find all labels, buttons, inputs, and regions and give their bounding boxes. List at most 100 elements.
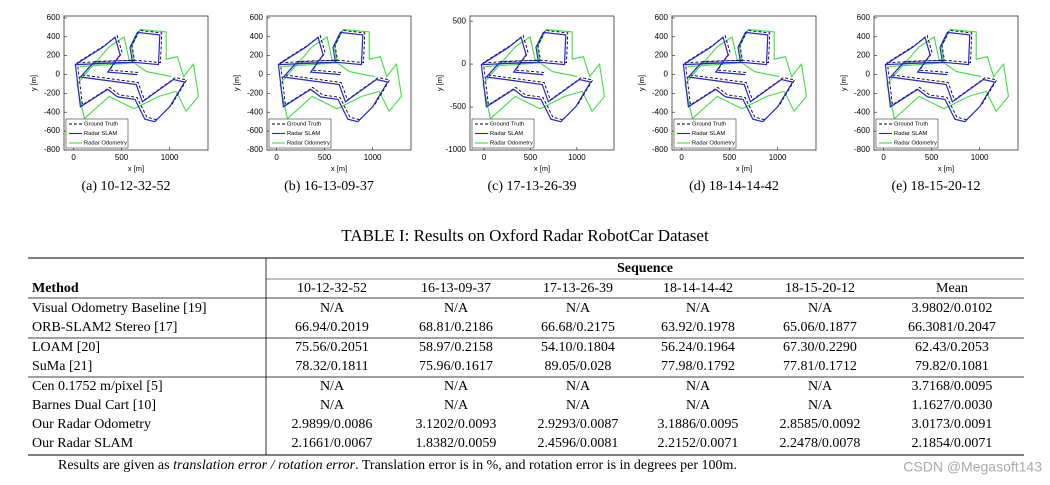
- y-tick-label: -400: [247, 107, 264, 116]
- y-tick-label: 400: [857, 32, 871, 41]
- y-tick-label: -200: [44, 88, 61, 97]
- footnote-italic: translation error / rotation error: [173, 458, 356, 473]
- table-cell: 3.9802/0.0102: [912, 301, 993, 316]
- table-cell: N/A: [686, 301, 711, 316]
- slam-path: [277, 31, 389, 123]
- legend-label: Radar SLAM: [84, 131, 117, 137]
- y-axis-label: y [m]: [637, 75, 646, 91]
- x-tick-label: 0: [274, 153, 279, 162]
- trajectory-plot: -800 -600 -400 -200 0 200 400 600 0 500 1000 x [m] y…: [839, 13, 1019, 194]
- figure-row: -800 -600 -400 -200 0 200 400 600 0 500 1000 x [m] y…: [29, 13, 1019, 194]
- table-cell: N/A: [808, 379, 833, 394]
- slam-path: [480, 31, 592, 123]
- ground-truth-path: [76, 29, 188, 121]
- table-cell: 67.30/0.2290: [783, 340, 857, 355]
- column-header: 10-12-32-52: [297, 281, 367, 296]
- table-cell: N/A: [566, 301, 591, 316]
- x-tick-label: 500: [723, 153, 737, 162]
- legend-label: Radar Odometry: [84, 141, 127, 147]
- table-cell: N/A: [320, 301, 345, 316]
- ground-truth-path: [279, 29, 391, 121]
- subfigure-caption: (b) 16-13-09-37: [284, 179, 374, 194]
- x-tick-label: 1000: [161, 153, 179, 162]
- table-cell: 2.2478/0.0078: [780, 436, 861, 451]
- table-cell: 77.81/0.1712: [783, 359, 857, 374]
- table-cell: 2.8585/0.0092: [780, 417, 861, 432]
- footnote-text: . Translation error is in %, and rotatio…: [355, 458, 737, 473]
- table-cell: 66.3081/0.2047: [908, 320, 996, 335]
- table-cell: 54.10/0.1804: [541, 340, 615, 355]
- column-header: Mean: [936, 281, 968, 296]
- group-header: Sequence: [617, 261, 673, 276]
- column-header: 18-15-20-12: [785, 281, 855, 296]
- y-axis-label: y [m]: [29, 75, 38, 91]
- table-cell: N/A: [320, 398, 345, 413]
- x-tick-label: 1000: [769, 153, 787, 162]
- table-cell: N/A: [320, 379, 345, 394]
- table-cell: 75.96/0.1617: [419, 359, 493, 374]
- y-tick-label: -600: [247, 126, 264, 135]
- row-label: Our Radar Odometry: [32, 417, 151, 432]
- table-cell: N/A: [686, 379, 711, 394]
- table-cell: 62.43/0.2053: [915, 340, 989, 355]
- ground-truth-path: [482, 29, 594, 121]
- y-tick-label: 600: [47, 13, 61, 22]
- x-tick-label: 0: [482, 153, 487, 162]
- y-tick-label: -800: [247, 145, 264, 154]
- row-label: SuMa [21]: [32, 359, 92, 374]
- x-axis-label: x [m]: [938, 164, 954, 173]
- y-tick-label: 600: [857, 13, 871, 22]
- y-tick-label: 400: [250, 32, 264, 41]
- y-tick-label: -800: [44, 145, 61, 154]
- y-tick-label: -800: [854, 145, 871, 154]
- table-cell: 1.8382/0.0059: [416, 436, 497, 451]
- legend-label: Radar SLAM: [894, 131, 927, 137]
- row-label: Cen 0.1752 m/pixel [5]: [32, 379, 163, 394]
- x-tick-label: 1000: [971, 153, 989, 162]
- legend-label: Radar Odometry: [490, 141, 533, 147]
- table-cell: 58.97/0.2158: [419, 340, 493, 355]
- column-header: 17-13-26-39: [543, 281, 613, 296]
- y-tick-label: 200: [250, 51, 264, 60]
- x-tick-label: 1000: [568, 153, 586, 162]
- y-tick-label: 0: [664, 70, 669, 79]
- slam-path: [884, 31, 996, 123]
- y-tick-label: -1000: [446, 145, 467, 154]
- y-tick-label: 600: [655, 13, 669, 22]
- table-caption: TABLE I: Results on Oxford Radar RobotCa…: [341, 226, 709, 245]
- row-label: Our Radar SLAM: [32, 436, 134, 451]
- x-tick-label: 1000: [364, 153, 382, 162]
- x-axis-label: x [m]: [736, 164, 752, 173]
- column-header: 16-13-09-37: [421, 281, 491, 296]
- legend-label: Ground Truth: [287, 122, 321, 128]
- y-axis-label: y [m]: [839, 75, 848, 91]
- table-cell: N/A: [686, 398, 711, 413]
- y-tick-label: 0: [259, 70, 264, 79]
- table-cell: 2.1854/0.0071: [912, 436, 993, 451]
- y-tick-label: 200: [47, 51, 61, 60]
- y-tick-label: -600: [652, 126, 669, 135]
- table-cell: 3.0173/0.0091: [912, 417, 993, 432]
- x-axis-label: x [m]: [534, 164, 550, 173]
- y-tick-label: 400: [655, 32, 669, 41]
- y-axis-label: y [m]: [435, 75, 444, 91]
- x-tick-label: 500: [115, 153, 129, 162]
- table-cell: 3.1886/0.0095: [658, 417, 739, 432]
- trajectory-plot: -1000 -500 0 500 0 500 1000 x [m] y [m] Ground Tr…: [435, 15, 615, 194]
- table-cell: 3.1202/0.0093: [416, 417, 497, 432]
- table-cell: 2.9899/0.0086: [292, 417, 373, 432]
- slam-path: [682, 31, 794, 123]
- y-tick-label: 600: [250, 13, 264, 22]
- footnote-text: Results are given as: [58, 458, 173, 473]
- y-tick-label: -400: [44, 107, 61, 116]
- legend-label: Radar Odometry: [287, 141, 330, 147]
- x-tick-label: 500: [524, 153, 538, 162]
- table-cell: 2.9293/0.0087: [538, 417, 619, 432]
- table-cell: 68.81/0.2186: [419, 320, 493, 335]
- y-tick-label: 200: [857, 51, 871, 60]
- y-tick-label: 0: [866, 70, 871, 79]
- table-cell: 78.32/0.1811: [295, 359, 368, 374]
- table-cell: N/A: [444, 379, 469, 394]
- table-cell: 65.06/0.1877: [783, 320, 857, 335]
